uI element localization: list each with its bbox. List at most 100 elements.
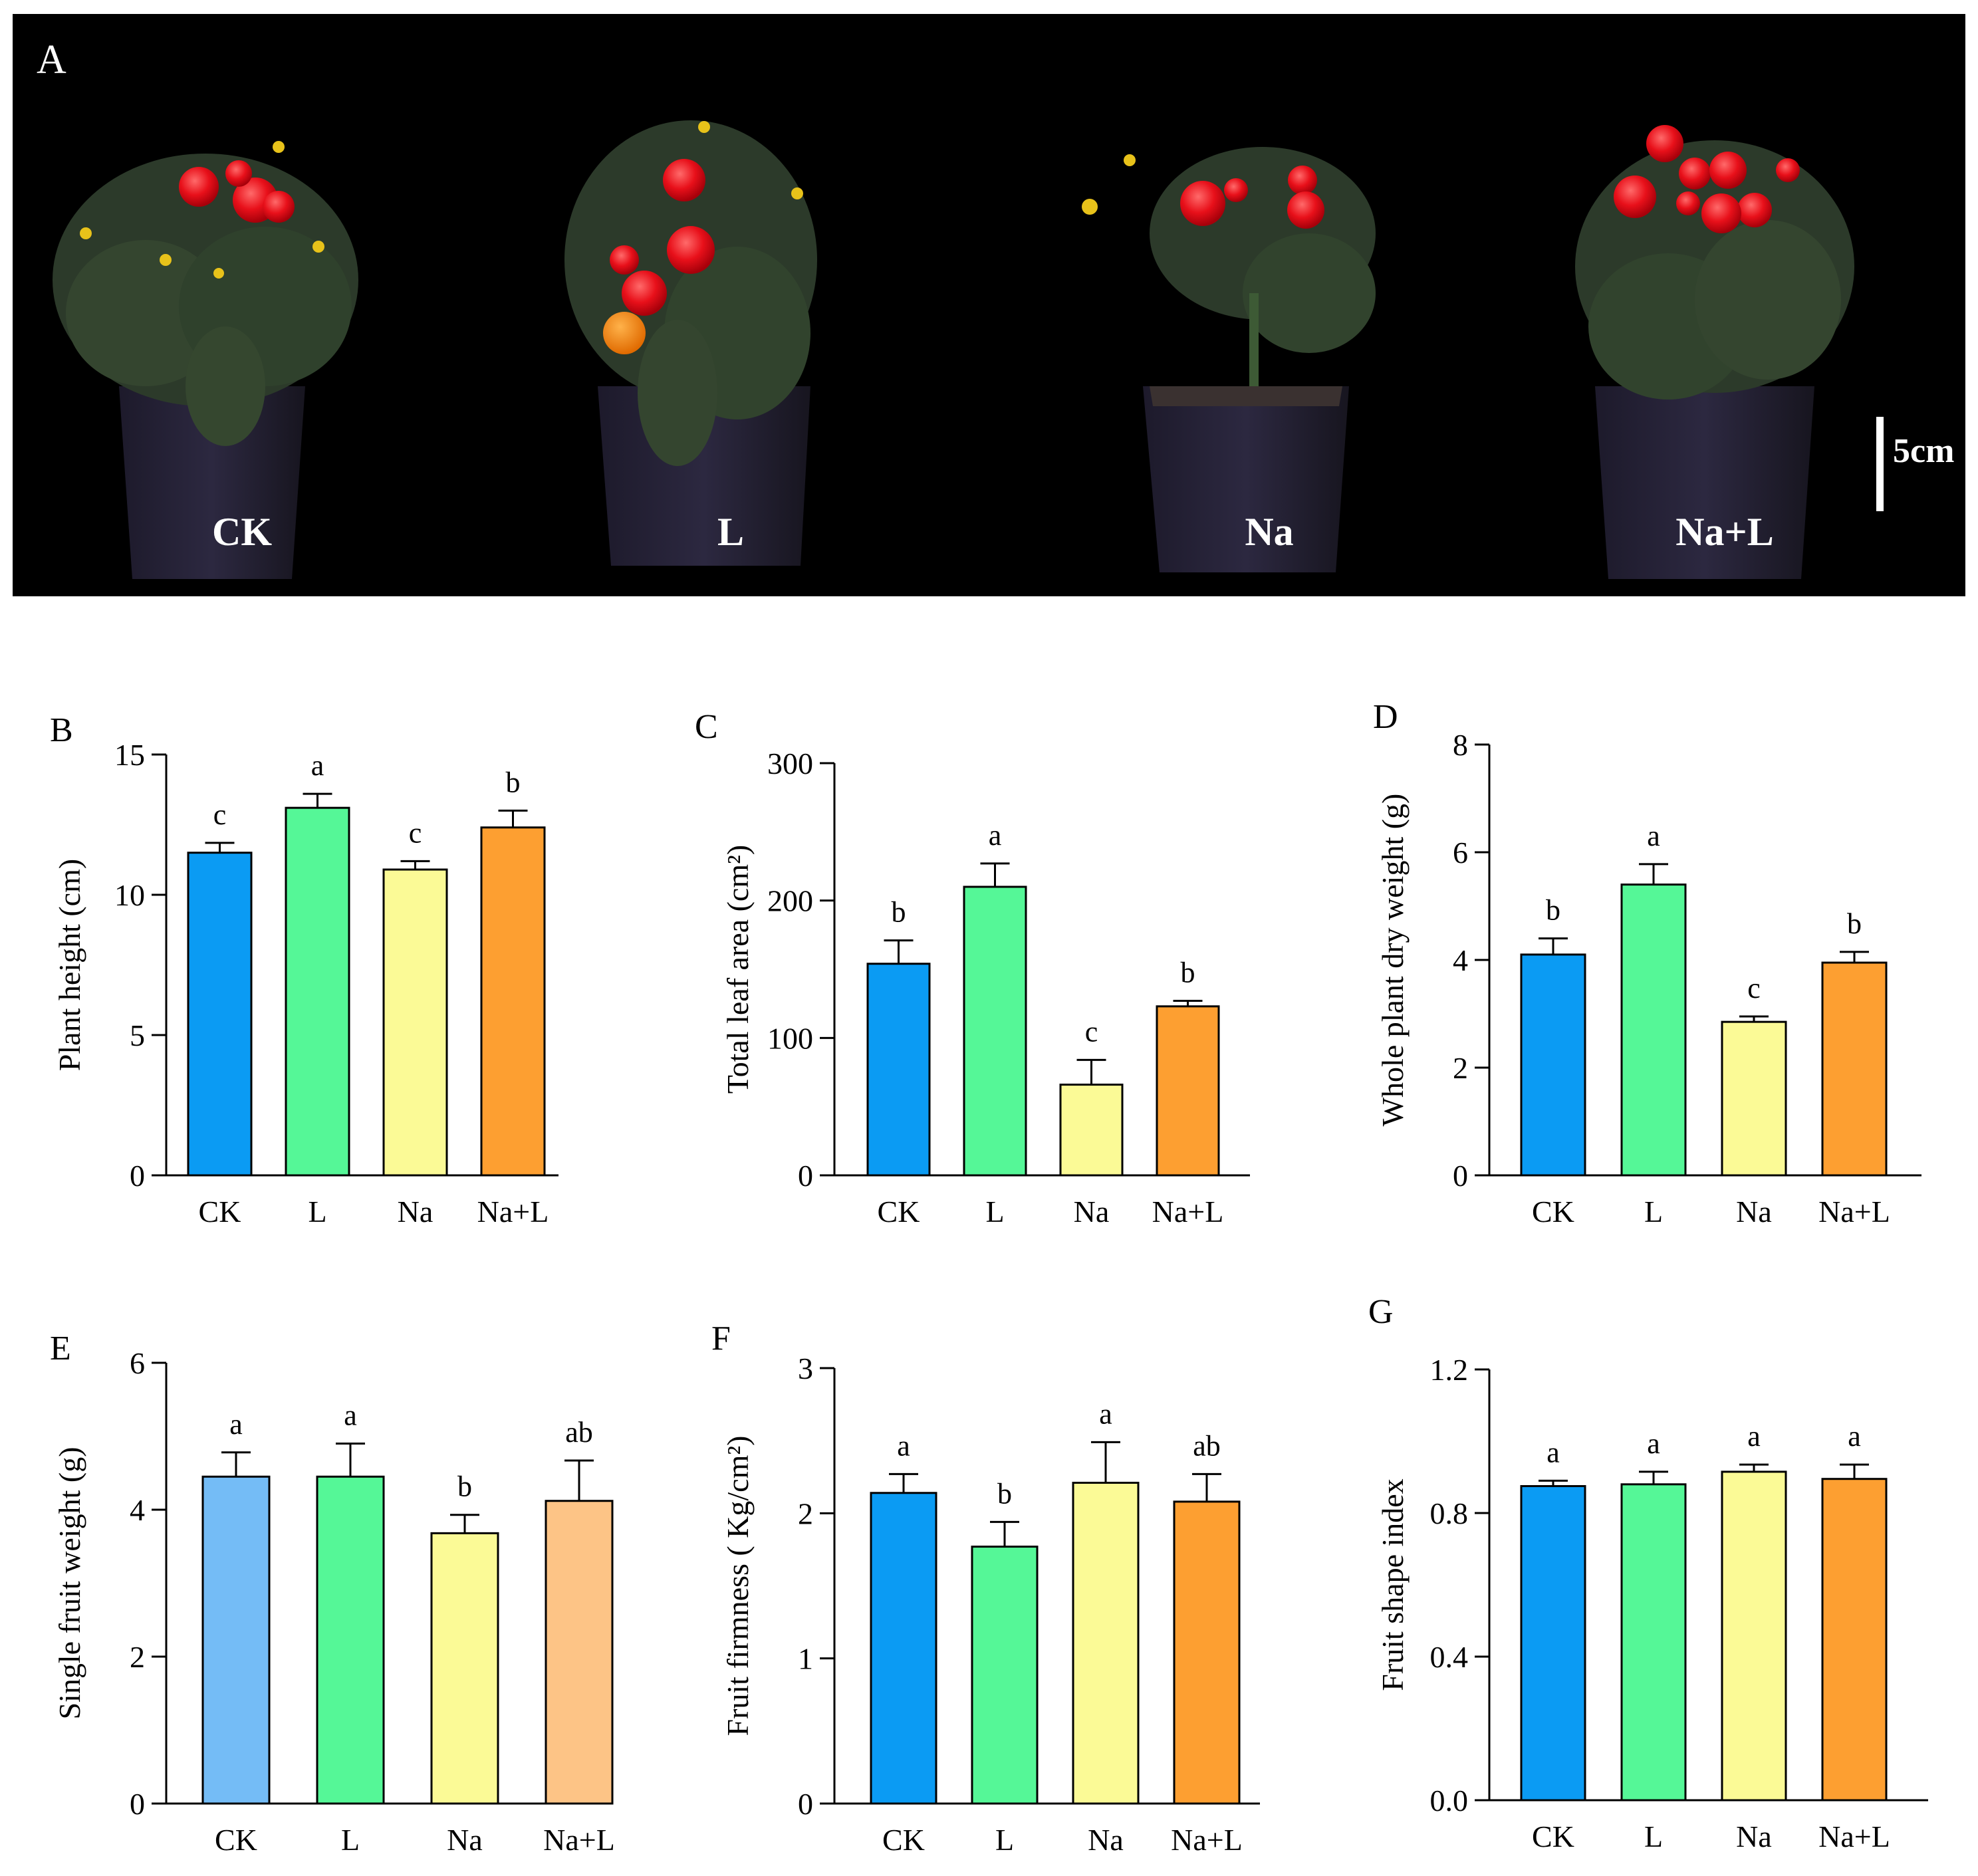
bar-d-na <box>1721 1020 1787 1177</box>
x-tick-label-f: CK <box>882 1823 925 1857</box>
significance-letter-f: ab <box>1193 1429 1221 1462</box>
x-tick-label-d: CK <box>1532 1195 1574 1229</box>
plant-ck <box>53 141 358 579</box>
x-tick-label-c: Na+L <box>1152 1195 1224 1229</box>
y-axis-title-c: Total leaf area (cm²) <box>721 845 755 1094</box>
significance-letter-b: c <box>409 816 422 849</box>
bar-b-na <box>382 868 448 1177</box>
significance-letter-d: a <box>1647 820 1660 852</box>
bar-g-na-l <box>1821 1478 1888 1802</box>
y-tick-label-d: 2 <box>1453 1051 1468 1085</box>
y-tick-label-d: 0 <box>1453 1159 1468 1193</box>
significance-letter-g: a <box>1647 1427 1660 1460</box>
bar-g-na <box>1721 1470 1787 1802</box>
bar-d-ck <box>1520 953 1586 1177</box>
bar-e-na <box>430 1532 499 1805</box>
bar-c-l <box>963 885 1027 1177</box>
scale-bar-label: 5cm <box>1893 432 1955 470</box>
significance-letter-e: a <box>229 1408 243 1441</box>
y-axis-title-g: Fruit shape index <box>1376 1478 1410 1691</box>
significance-letter-d: b <box>1546 894 1560 927</box>
panel-letter-e: E <box>50 1330 71 1367</box>
significance-letter-d: c <box>1747 972 1761 1004</box>
significance-letter-g: a <box>1848 1420 1861 1453</box>
x-tick-label-b: CK <box>199 1195 241 1229</box>
significance-letter-b: b <box>506 766 521 798</box>
panel-letter-c: C <box>695 708 718 746</box>
x-tick-label-g: Na <box>1736 1819 1772 1853</box>
x-tick-label-b: Na <box>398 1195 433 1229</box>
significance-letter-f: a <box>1099 1397 1112 1430</box>
x-tick-label-e: Na+L <box>543 1823 615 1857</box>
bar-d-l <box>1620 883 1687 1177</box>
x-tick-label-g: Na+L <box>1818 1819 1890 1853</box>
bar-e-ck <box>201 1475 271 1805</box>
significance-letter-e: a <box>344 1399 357 1432</box>
panel-letter-f: F <box>711 1320 731 1357</box>
plant-label-l: L <box>717 510 745 554</box>
significance-letter-f: a <box>897 1429 910 1462</box>
y-tick-label-c: 300 <box>767 747 813 780</box>
y-tick-label-g: 1.2 <box>1430 1353 1469 1387</box>
significance-letter-d: b <box>1847 907 1862 940</box>
y-tick-label-b: 0 <box>130 1159 145 1193</box>
plant-na <box>1082 147 1376 572</box>
significance-letter-b: a <box>311 749 324 782</box>
panel-letter-d: D <box>1373 698 1398 736</box>
bar-b-na-l <box>480 826 546 1177</box>
plant-photo-panel: A CK L Na Na+L 5cm <box>13 14 1965 596</box>
significance-letter-e: b <box>457 1470 472 1503</box>
significance-letter-f: b <box>997 1477 1012 1510</box>
x-tick-label-e: Na <box>447 1823 483 1857</box>
significance-letter-c: a <box>989 819 1002 852</box>
panel-letter-g: G <box>1368 1293 1394 1331</box>
y-tick-label-e: 2 <box>130 1640 145 1674</box>
y-axis-title-f: Fruit firmness ( Kg/cm²) <box>721 1435 755 1736</box>
y-tick-label-e: 4 <box>130 1493 145 1527</box>
x-tick-label-e: CK <box>215 1823 257 1857</box>
x-tick-label-f: Na+L <box>1171 1823 1243 1857</box>
y-tick-label-f: 1 <box>798 1642 813 1676</box>
bar-b-l <box>285 806 350 1177</box>
x-tick-label-c: Na <box>1074 1195 1110 1229</box>
bar-b-ck <box>187 852 253 1177</box>
x-tick-label-e: L <box>341 1823 360 1857</box>
y-tick-label-c: 0 <box>798 1159 813 1193</box>
plant-label-na: Na <box>1245 510 1294 554</box>
bar-f-na <box>1072 1481 1140 1805</box>
y-tick-label-b: 15 <box>114 738 145 772</box>
y-tick-label-c: 200 <box>767 884 813 918</box>
bar-c-na-l <box>1156 1005 1220 1177</box>
x-tick-label-g: L <box>1644 1819 1663 1853</box>
x-tick-label-c: CK <box>878 1195 920 1229</box>
y-tick-label-c: 100 <box>767 1021 813 1055</box>
y-tick-label-f: 2 <box>798 1496 813 1530</box>
x-tick-label-d: L <box>1644 1195 1663 1229</box>
plant-na-l <box>1575 125 1854 579</box>
bar-g-l <box>1620 1483 1687 1802</box>
significance-letter-g: a <box>1546 1436 1560 1468</box>
y-axis-title-d: Whole plant dry weight (g) <box>1376 794 1410 1127</box>
y-tick-label-b: 5 <box>130 1018 145 1052</box>
plant-l <box>564 120 817 566</box>
bar-d-na-l <box>1821 961 1888 1177</box>
plant-label-ck: CK <box>212 510 272 554</box>
bar-e-l <box>316 1475 385 1805</box>
x-tick-label-d: Na+L <box>1818 1195 1890 1229</box>
x-tick-label-d: Na <box>1736 1195 1772 1229</box>
significance-letter-c: b <box>892 896 906 929</box>
x-tick-label-b: L <box>308 1195 326 1229</box>
panel-letter-a: A <box>37 37 66 82</box>
significance-letter-g: a <box>1747 1420 1761 1453</box>
significance-letter-b: c <box>213 798 227 831</box>
y-axis-title-b: Plant height (cm) <box>53 859 86 1071</box>
y-axis-title-e: Single fruit weight (g) <box>53 1447 86 1719</box>
x-tick-label-b: Na+L <box>477 1195 549 1229</box>
plant-label-na-l: Na+L <box>1675 510 1774 554</box>
y-tick-label-f: 0 <box>798 1787 813 1821</box>
y-tick-label-d: 4 <box>1453 943 1468 977</box>
bar-c-ck <box>866 963 931 1177</box>
y-tick-label-e: 6 <box>130 1346 145 1380</box>
bar-e-na-l <box>545 1500 614 1805</box>
